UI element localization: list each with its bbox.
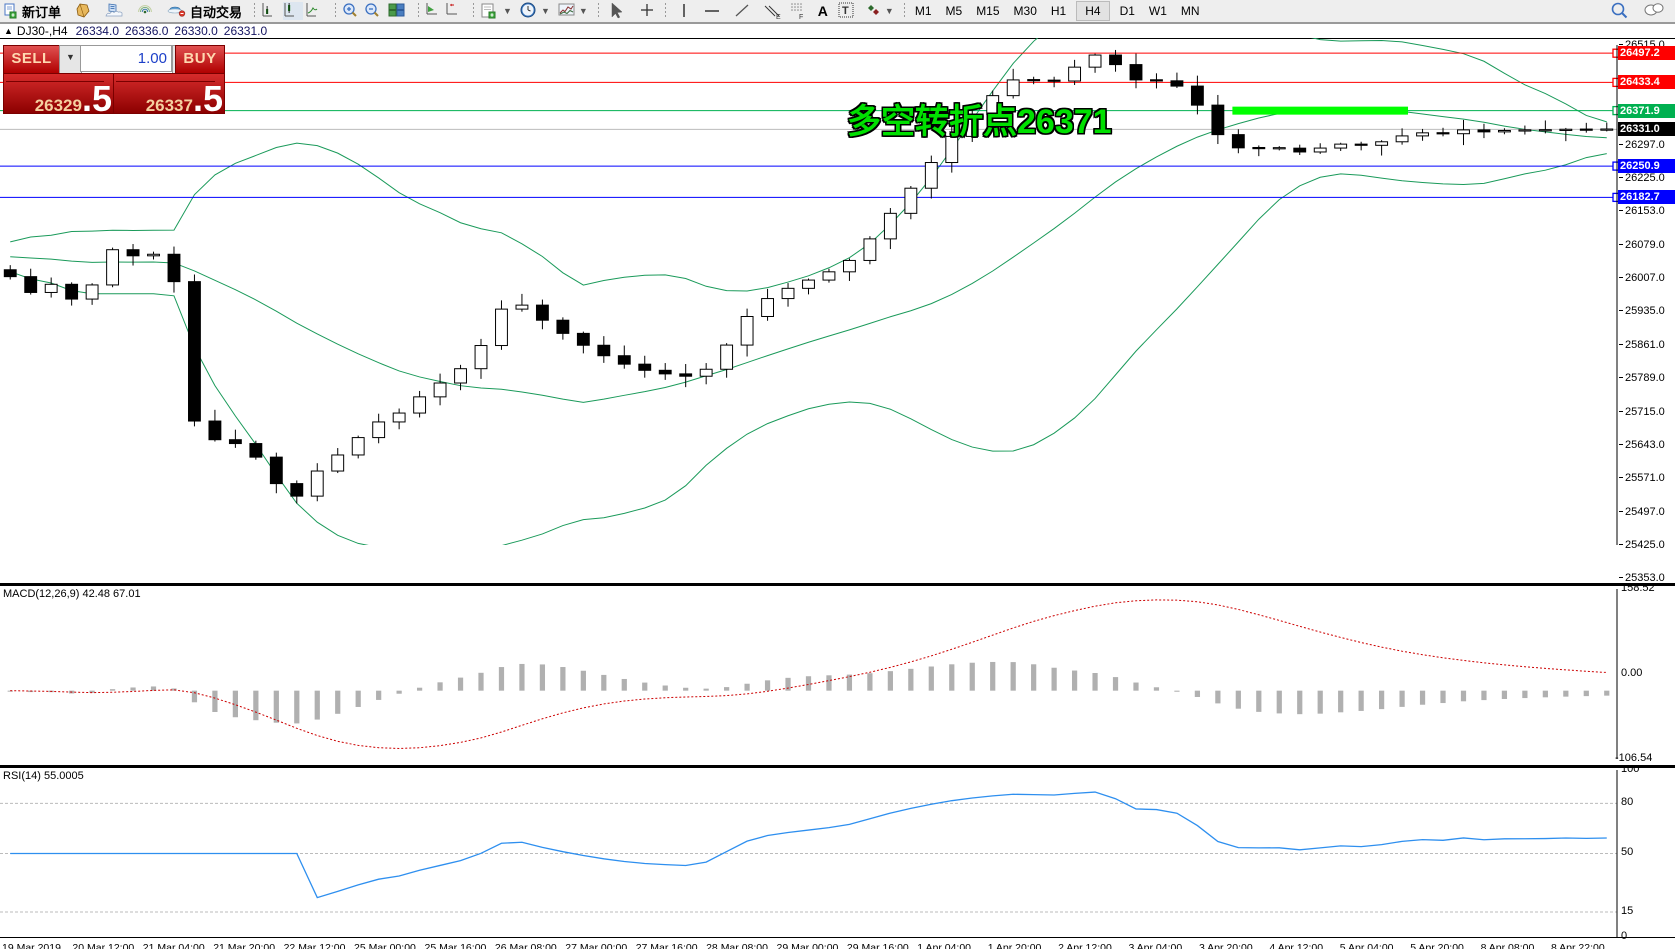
svg-text:F: F [799, 14, 803, 20]
svg-text:T: T [842, 5, 849, 17]
svg-text:E: E [776, 14, 781, 20]
